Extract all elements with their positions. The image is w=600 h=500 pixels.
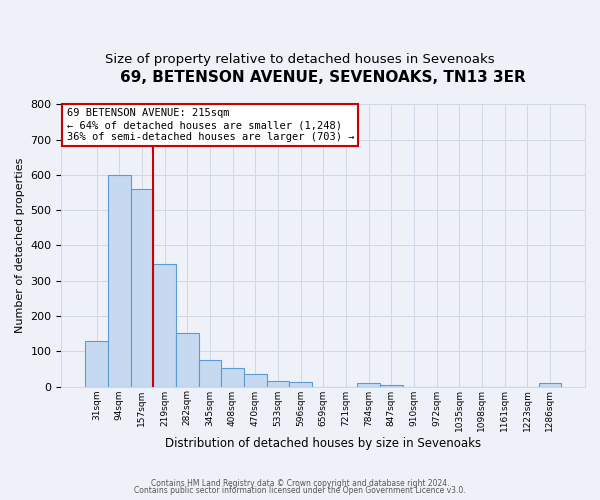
Bar [539,383,561,386]
Bar [176,333,199,386]
Bar [153,264,176,386]
X-axis label: Distribution of detached houses by size in Sevenoaks: Distribution of detached houses by size … [165,437,481,450]
Text: 69 BETENSON AVENUE: 215sqm
← 64% of detached houses are smaller (1,248)
36% of s: 69 BETENSON AVENUE: 215sqm ← 64% of deta… [67,108,354,142]
Bar [266,381,289,386]
Text: Contains HM Land Registry data © Crown copyright and database right 2024.: Contains HM Land Registry data © Crown c… [151,478,449,488]
Bar [244,374,266,386]
Bar [357,383,380,386]
Bar [131,189,153,386]
Text: Size of property relative to detached houses in Sevenoaks: Size of property relative to detached ho… [105,52,495,66]
Bar [85,342,108,386]
Bar [289,382,312,386]
Bar [108,175,131,386]
Bar [199,360,221,386]
Y-axis label: Number of detached properties: Number of detached properties [15,158,25,333]
Text: Contains public sector information licensed under the Open Government Licence v3: Contains public sector information licen… [134,486,466,495]
Bar [380,385,403,386]
Bar [221,368,244,386]
Title: 69, BETENSON AVENUE, SEVENOAKS, TN13 3ER: 69, BETENSON AVENUE, SEVENOAKS, TN13 3ER [121,70,526,85]
